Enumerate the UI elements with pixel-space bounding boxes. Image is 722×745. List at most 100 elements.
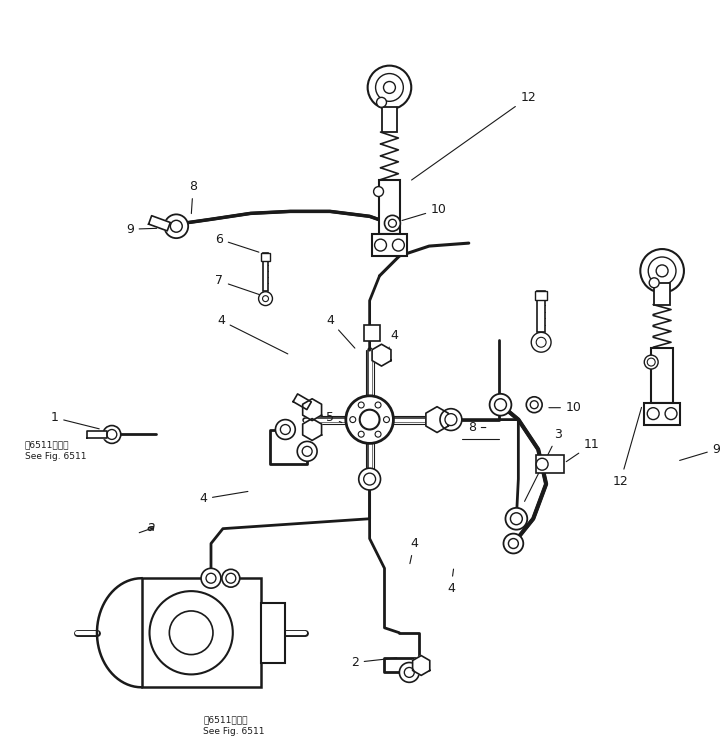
Bar <box>535 291 547 299</box>
Circle shape <box>149 591 232 674</box>
Circle shape <box>404 668 414 677</box>
Polygon shape <box>303 419 321 440</box>
Bar <box>142 578 261 688</box>
Circle shape <box>510 513 522 524</box>
Circle shape <box>349 416 356 422</box>
Bar <box>261 603 285 662</box>
Text: 4: 4 <box>217 314 288 354</box>
Text: 8: 8 <box>189 180 197 214</box>
Text: 12: 12 <box>412 91 536 180</box>
Bar <box>644 403 680 425</box>
Circle shape <box>375 74 404 101</box>
Text: 7: 7 <box>215 274 260 295</box>
Circle shape <box>375 402 381 408</box>
Bar <box>372 234 407 256</box>
Text: 4: 4 <box>410 537 418 564</box>
Circle shape <box>222 569 240 587</box>
Text: 3: 3 <box>525 428 562 501</box>
Circle shape <box>536 337 546 347</box>
Bar <box>536 455 564 473</box>
Circle shape <box>656 265 668 277</box>
Circle shape <box>107 430 117 440</box>
Circle shape <box>503 533 523 554</box>
Circle shape <box>385 215 401 231</box>
Circle shape <box>375 239 386 251</box>
Circle shape <box>648 257 676 285</box>
Circle shape <box>530 401 538 409</box>
Text: 4: 4 <box>447 569 455 595</box>
Circle shape <box>206 573 216 583</box>
Circle shape <box>399 662 419 682</box>
Circle shape <box>360 410 380 430</box>
Text: See Fig. 6511: See Fig. 6511 <box>25 452 86 461</box>
Text: 11: 11 <box>566 438 599 462</box>
Circle shape <box>359 468 380 490</box>
Circle shape <box>263 296 269 302</box>
Circle shape <box>640 249 684 293</box>
Bar <box>654 283 670 305</box>
Text: See Fig. 6511: See Fig. 6511 <box>203 727 264 736</box>
Text: 2: 2 <box>351 656 396 669</box>
Circle shape <box>367 66 412 110</box>
Text: a: a <box>147 520 155 533</box>
Circle shape <box>445 413 457 425</box>
Text: 12: 12 <box>612 408 642 487</box>
Circle shape <box>103 425 121 443</box>
Circle shape <box>375 431 381 437</box>
Circle shape <box>383 81 396 93</box>
Polygon shape <box>412 656 430 676</box>
Text: 第6511图参照: 第6511图参照 <box>203 646 248 655</box>
Bar <box>364 326 380 341</box>
Circle shape <box>531 332 551 352</box>
Circle shape <box>644 355 658 369</box>
Circle shape <box>201 568 221 588</box>
Polygon shape <box>372 344 391 366</box>
Bar <box>537 291 545 332</box>
Text: 1: 1 <box>51 411 99 429</box>
Circle shape <box>647 358 655 366</box>
Circle shape <box>440 409 462 431</box>
Circle shape <box>665 408 677 419</box>
Circle shape <box>258 292 272 305</box>
Polygon shape <box>149 216 170 231</box>
Circle shape <box>377 98 386 107</box>
Text: 8: 8 <box>468 421 486 434</box>
Circle shape <box>388 219 396 227</box>
Text: 4: 4 <box>386 329 399 355</box>
Circle shape <box>536 458 548 470</box>
Polygon shape <box>303 399 321 421</box>
Text: 9: 9 <box>126 223 157 235</box>
Polygon shape <box>426 407 448 433</box>
Bar <box>381 107 397 132</box>
Circle shape <box>490 394 511 416</box>
Circle shape <box>495 399 506 410</box>
Text: 4: 4 <box>326 314 355 348</box>
Text: 第6511图参照: 第6511图参照 <box>203 715 248 724</box>
Bar <box>378 180 401 234</box>
Text: 4: 4 <box>199 492 248 505</box>
Circle shape <box>649 278 659 288</box>
Circle shape <box>505 508 527 530</box>
Text: 6: 6 <box>215 232 259 252</box>
Polygon shape <box>87 431 107 439</box>
Circle shape <box>165 215 188 238</box>
Circle shape <box>508 539 518 548</box>
Circle shape <box>170 611 213 655</box>
Circle shape <box>280 425 290 434</box>
Circle shape <box>358 402 364 408</box>
Circle shape <box>170 221 182 232</box>
Circle shape <box>647 408 659 419</box>
Text: See Fig. 6511: See Fig. 6511 <box>203 658 264 667</box>
Circle shape <box>226 573 236 583</box>
Text: 10: 10 <box>402 203 447 221</box>
Text: 9: 9 <box>679 443 721 460</box>
Circle shape <box>358 431 364 437</box>
Circle shape <box>383 416 389 422</box>
Text: 5: 5 <box>326 411 342 424</box>
Circle shape <box>275 419 295 440</box>
Circle shape <box>393 239 404 251</box>
Circle shape <box>303 446 312 456</box>
Polygon shape <box>293 394 311 410</box>
Circle shape <box>373 186 383 197</box>
Bar <box>261 253 271 261</box>
